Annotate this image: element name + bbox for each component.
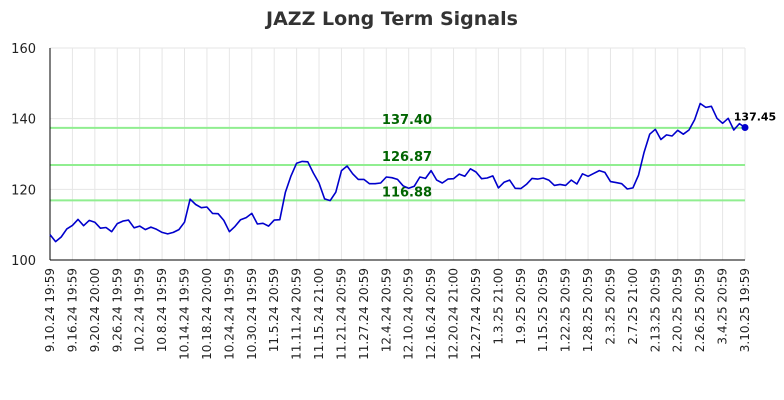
y-tick-label: 160 — [11, 42, 36, 57]
x-tick-label: 11.27.24 20:59 — [357, 268, 371, 360]
signal-levels: 137.40 126.87 116.88 — [50, 113, 745, 202]
last-price-marker — [741, 124, 749, 131]
x-tick-label: 2.26.25 20:59 — [693, 268, 707, 352]
x-tick-label: 1.22.25 20:59 — [559, 268, 573, 352]
x-tick-label: 10.30.24 19:59 — [245, 268, 259, 360]
x-tick-label: 2.13.25 20:59 — [648, 268, 662, 352]
x-tick-label: 1.3.25 21:00 — [491, 268, 505, 345]
x-tick-label: 11.15.24 21:00 — [312, 268, 326, 360]
x-tick-label: 2.7.25 21:00 — [626, 268, 640, 345]
axes — [49, 48, 745, 261]
y-tick-label: 120 — [11, 183, 36, 198]
signal-level-label: 126.87 — [382, 150, 432, 165]
x-tick-label: 12.10.24 20:59 — [402, 268, 416, 360]
x-tick-label: 10.2.24 19:59 — [133, 268, 147, 352]
x-tick-label: 11.21.24 20:59 — [334, 268, 348, 360]
x-tick-label: 9.16.24 19:59 — [65, 268, 79, 352]
x-tick-label: 1.9.25 20:59 — [514, 268, 528, 345]
x-tick-label: 1.28.25 20:59 — [581, 268, 595, 352]
chart-title: JAZZ Long Term Signals — [264, 8, 518, 30]
signal-level-label: 116.88 — [382, 185, 432, 200]
x-tick-label: 11.5.24 20:59 — [267, 268, 281, 352]
x-tick-label: 9.10.24 19:59 — [43, 268, 57, 352]
x-tick-label: 3.4.25 20:59 — [716, 268, 730, 345]
x-tick-label: 10.24.24 19:59 — [222, 268, 236, 360]
x-tick-label: 12.16.24 20:59 — [424, 268, 438, 360]
x-tick-label: 12.27.24 20:59 — [469, 268, 483, 360]
last-price-label: 137.45 — [734, 111, 776, 124]
x-tick-label: 10.14.24 19:59 — [178, 268, 192, 360]
x-tick-label: 3.10.25 19:59 — [738, 268, 752, 352]
x-tick-label: 1.15.25 20:59 — [536, 268, 550, 352]
x-tick-label: 10.18.24 20:00 — [200, 268, 214, 360]
x-tick-label: 10.8.24 19:59 — [155, 268, 169, 352]
x-tick-label: 11.11.24 20:59 — [290, 268, 304, 360]
x-tick-label: 2.20.25 20:59 — [671, 268, 685, 352]
y-tick-label: 100 — [11, 254, 36, 269]
price-line — [49, 102, 746, 243]
x-tick-label: 9.26.24 19:59 — [110, 268, 124, 352]
price-series: 137.45 — [49, 102, 776, 243]
x-tick-label: 2.3.25 20:59 — [603, 268, 617, 345]
tick-labels: 100 120 140 160 9.10.24 19:59 9.16.24 19:59 9.… — [11, 42, 752, 360]
x-tick-label: 12.20.24 21:00 — [447, 268, 461, 360]
x-tick-label: 9.20.24 20:00 — [88, 268, 102, 352]
grid — [49, 47, 746, 261]
x-tick-label: 12.4.24 20:59 — [379, 268, 393, 352]
signal-level-label: 137.40 — [382, 113, 432, 128]
y-tick-label: 140 — [11, 113, 36, 128]
